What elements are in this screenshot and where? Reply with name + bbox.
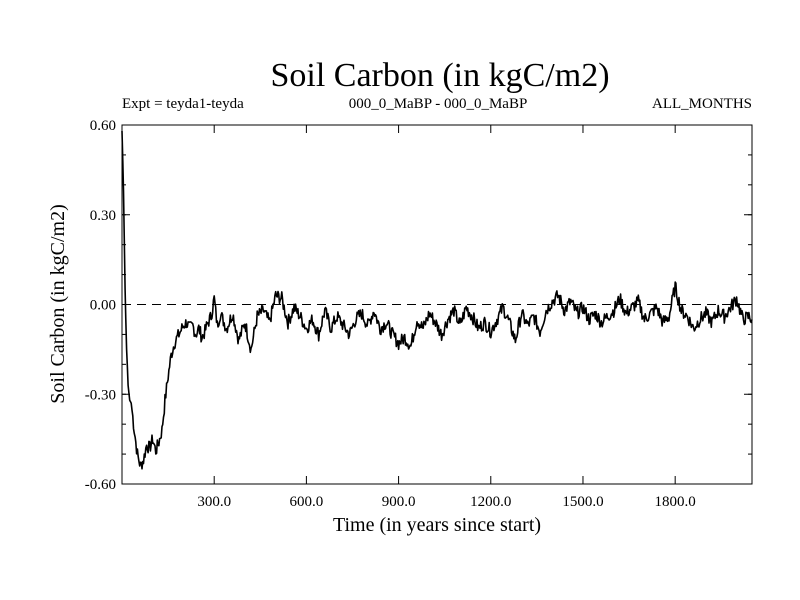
x-tick-label: 600.0 xyxy=(290,494,324,510)
subtitle-left: Expt = teyda1-teyda xyxy=(122,96,244,112)
series-line xyxy=(121,130,753,470)
y-tick-label: -0.30 xyxy=(85,387,116,403)
x-tick-label: 300.0 xyxy=(197,494,231,510)
subtitle-center: 000_0_MaBP - 000_0_MaBP xyxy=(349,96,528,112)
subtitle-right: ALL_MONTHS xyxy=(652,96,752,112)
x-tick-label: 1500.0 xyxy=(562,494,603,510)
y-tick-label: 0.60 xyxy=(90,118,116,134)
y-tick-label: -0.60 xyxy=(85,477,116,493)
x-tick-label: 1800.0 xyxy=(655,494,696,510)
plot-area: 300.0 600.0 900.0 1200.0 1500.0 1800.0 0.60 0.3… xyxy=(85,118,753,510)
x-tick-label: 900.0 xyxy=(382,494,416,510)
x-tick-label: 1200.0 xyxy=(470,494,511,510)
y-tick-label: 0.00 xyxy=(90,298,116,314)
y-axis-label: Soil Carbon (in kgC/m2) xyxy=(47,204,69,403)
x-axis-label: Time (in years since start) xyxy=(333,514,541,536)
y-tick-label: 0.30 xyxy=(90,208,116,224)
chart-title: Soil Carbon (in kgC/m2) xyxy=(270,57,609,94)
